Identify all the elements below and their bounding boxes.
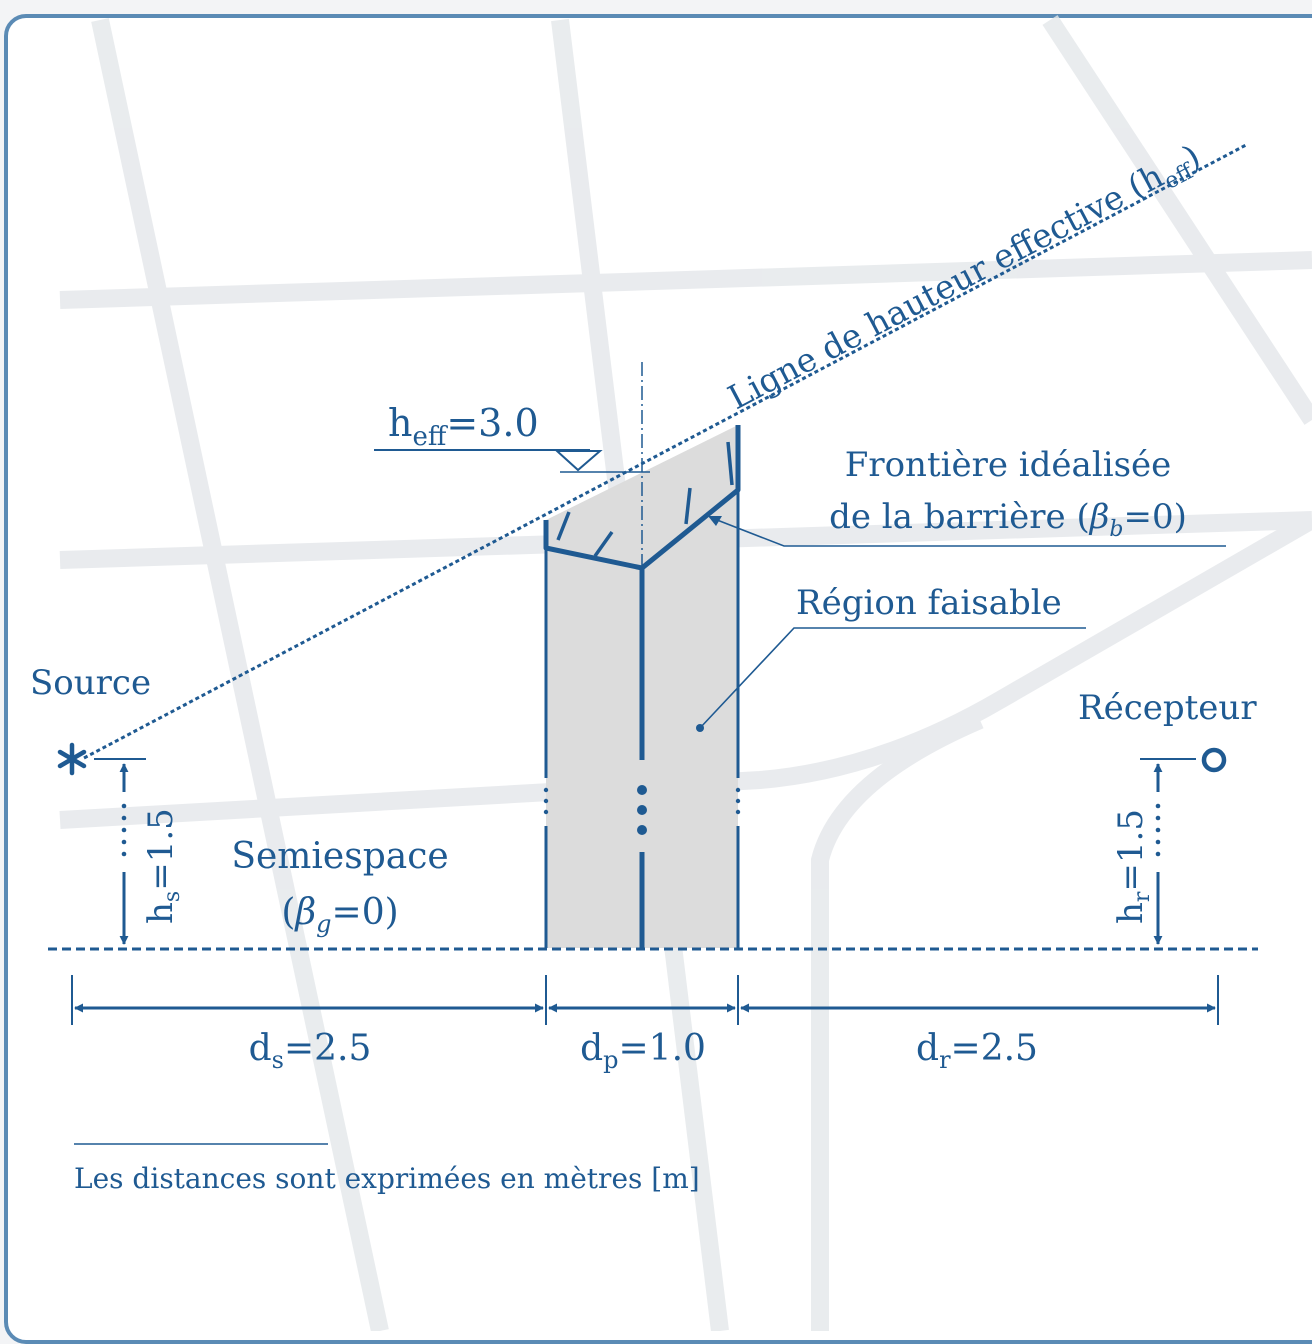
halfspace-label-line1: Semiespace <box>231 836 448 877</box>
region-leader <box>699 627 1086 729</box>
hr-label: hr=1.5 <box>1111 809 1155 924</box>
region-leader-dot <box>696 724 704 732</box>
boundary-label-line1: Frontière idéalisée <box>845 445 1172 485</box>
halfspace-label-line2: (βg=0) <box>281 892 398 938</box>
h-eff-label: heff=3.0 <box>388 401 539 452</box>
feasible-region-label: Région faisable <box>796 583 1062 623</box>
boundary-hatch <box>556 441 734 558</box>
dimension-ticks <box>71 975 1219 1025</box>
dr-label: dr=2.5 <box>916 1028 1038 1074</box>
asterisk-icon <box>57 742 87 776</box>
receiver-label: Récepteur <box>1078 688 1257 728</box>
boundary-leader-arrowhead <box>708 516 722 526</box>
footnote: Les distances sont exprimées en mètres [… <box>74 1162 700 1195</box>
circle-icon <box>1201 747 1227 773</box>
ds-label: ds=2.5 <box>249 1028 372 1074</box>
centre-gap-dots <box>637 785 647 835</box>
barrier-edge-gap-dots <box>543 787 741 815</box>
triangle-level-icon <box>554 450 603 472</box>
effective-height-line <box>83 143 1247 760</box>
dp-label: dp=1.0 <box>580 1028 706 1074</box>
idealised-boundary <box>543 425 741 948</box>
hs-label: hs=1.5 <box>141 808 185 924</box>
boundary-leader <box>711 517 1226 547</box>
boundary-label-line2: de la barrière (βb=0) <box>829 497 1187 542</box>
source-label: Source <box>30 663 151 703</box>
hs-gap-dots <box>121 803 127 857</box>
hr-gap-dots <box>1155 803 1161 857</box>
